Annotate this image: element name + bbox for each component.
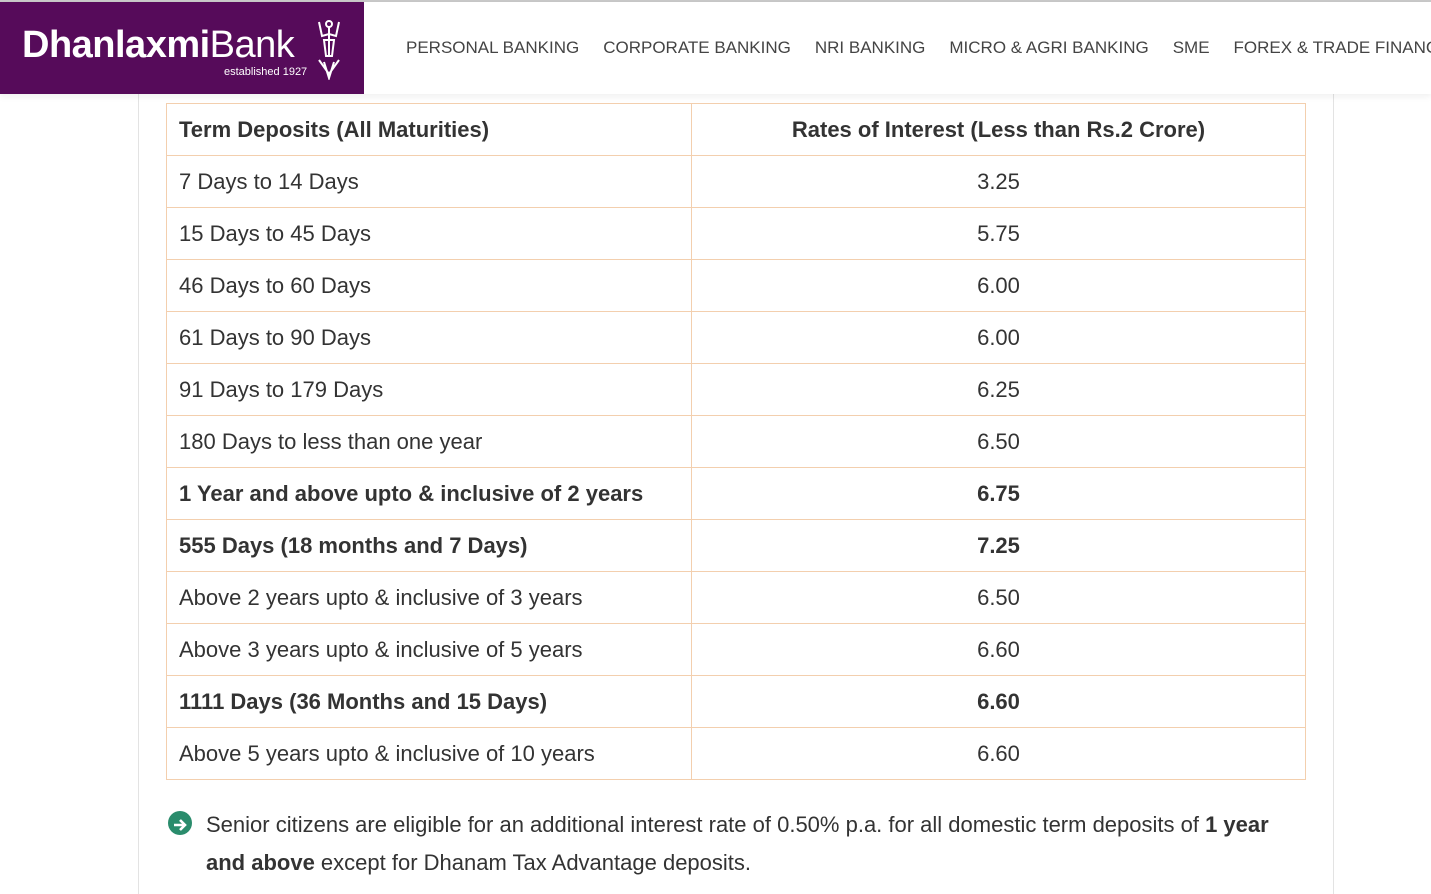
- arrow-circle-right-icon: [168, 811, 192, 835]
- rate-cell: 5.75: [691, 207, 1306, 260]
- term-cell: 7 Days to 14 Days: [166, 155, 692, 208]
- rate-cell: 6.25: [691, 363, 1306, 416]
- table-row: 180 Days to less than one year 6.50: [166, 415, 1306, 468]
- rate-cell: 6.75: [691, 467, 1306, 520]
- term-cell: 15 Days to 45 Days: [166, 207, 692, 260]
- logo-text: DhanlaxmiBank: [22, 24, 295, 66]
- term-cell: Above 3 years upto & inclusive of 5 year…: [166, 623, 692, 676]
- rate-cell: 6.60: [691, 727, 1306, 780]
- table-row: 46 Days to 60 Days 6.00: [166, 259, 1306, 312]
- table-row: 7 Days to 14 Days 3.25: [166, 155, 1306, 208]
- main-nav: PERSONAL BANKING CORPORATE BANKING NRI BAN…: [406, 38, 1431, 58]
- nav-item[interactable]: CORPORATE BANKING: [603, 38, 791, 57]
- bank-logo[interactable]: DhanlaxmiBank established 1927: [0, 2, 364, 94]
- table-header-row: Term Deposits (All Maturities) Rates of …: [166, 103, 1306, 156]
- rate-cell: 6.50: [691, 571, 1306, 624]
- term-cell: 46 Days to 60 Days: [166, 259, 692, 312]
- table-row: 61 Days to 90 Days 6.00: [166, 311, 1306, 364]
- rate-cell: 3.25: [691, 155, 1306, 208]
- table-row: Above 5 years upto & inclusive of 10 yea…: [166, 727, 1306, 780]
- rate-cell: 6.50: [691, 415, 1306, 468]
- term-cell: Above 2 years upto & inclusive of 3 year…: [166, 571, 692, 624]
- term-cell: 1111 Days (36 Months and 15 Days): [166, 675, 692, 728]
- nav-item[interactable]: FOREX & TRADE FINANCE: [1233, 38, 1431, 57]
- nav-item[interactable]: MICRO & AGRI BANKING: [949, 38, 1149, 57]
- table-row: 1111 Days (36 Months and 15 Days) 6.60: [166, 675, 1306, 728]
- interest-rate-table: Term Deposits (All Maturities) Rates of …: [166, 103, 1306, 780]
- nav-item[interactable]: PERSONAL BANKING: [406, 38, 580, 57]
- table-row: 1 Year and above upto & inclusive of 2 y…: [166, 467, 1306, 520]
- nav-item[interactable]: SME: [1172, 38, 1210, 57]
- table-row: 15 Days to 45 Days 5.75: [166, 207, 1306, 260]
- content-container: [138, 94, 1334, 894]
- table-row: 91 Days to 179 Days 6.25: [166, 363, 1306, 416]
- senior-citizen-note: Senior citizens are eligible for an addi…: [168, 806, 1288, 882]
- table-row: Above 3 years upto & inclusive of 5 year…: [166, 623, 1306, 676]
- table-row: Above 2 years upto & inclusive of 3 year…: [166, 571, 1306, 624]
- logo-tagline: established 1927: [224, 66, 308, 78]
- site-header: DhanlaxmiBank established 1927 PERSONAL …: [0, 2, 1431, 94]
- rate-cell: 7.25: [691, 519, 1306, 572]
- term-cell: 555 Days (18 months and 7 Days): [166, 519, 692, 572]
- nav-item[interactable]: NRI BANKING: [814, 38, 926, 57]
- rate-cell: 6.00: [691, 311, 1306, 364]
- header-term: Term Deposits (All Maturities): [166, 103, 692, 156]
- rate-cell: 6.00: [691, 259, 1306, 312]
- term-cell: 1 Year and above upto & inclusive of 2 y…: [166, 467, 692, 520]
- rate-cell: 6.60: [691, 623, 1306, 676]
- table-row: 555 Days (18 months and 7 Days) 7.25: [166, 519, 1306, 572]
- term-cell: Above 5 years upto & inclusive of 10 yea…: [166, 727, 692, 780]
- term-cell: 61 Days to 90 Days: [166, 311, 692, 364]
- term-cell: 91 Days to 179 Days: [166, 363, 692, 416]
- laxmi-emblem-icon: [318, 20, 340, 80]
- header-rate: Rates of Interest (Less than Rs.2 Crore): [691, 103, 1306, 156]
- top-line: [0, 0, 1431, 2]
- term-cell: 180 Days to less than one year: [166, 415, 692, 468]
- rate-cell: 6.60: [691, 675, 1306, 728]
